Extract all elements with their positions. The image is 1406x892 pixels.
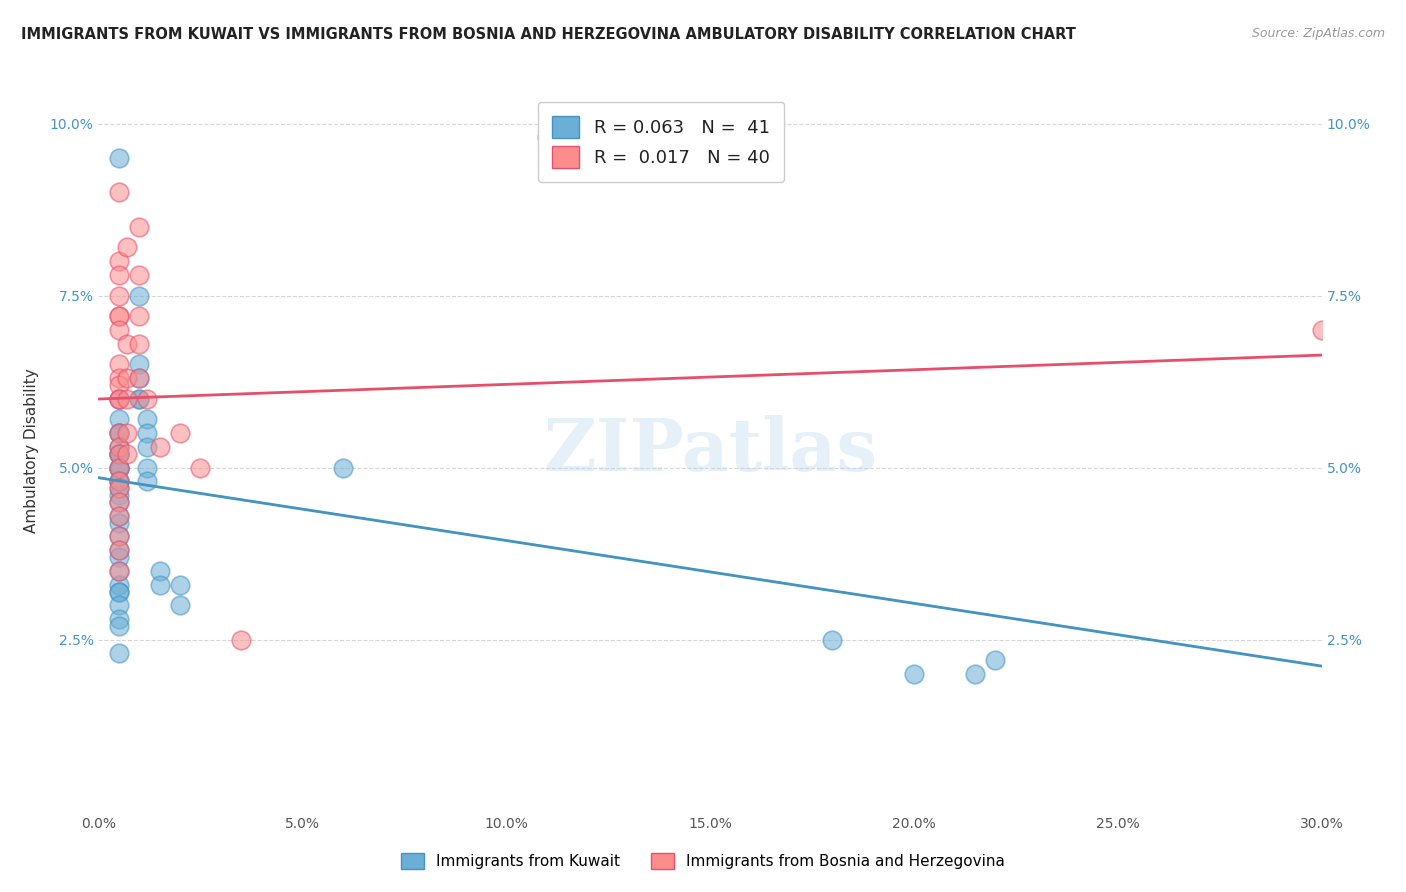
Point [136,412,159,426]
Point [108,440,131,454]
Point [128,288,150,302]
Point [115,240,138,254]
Point [108,460,131,475]
Point [108,358,131,372]
Point [108,612,131,626]
Point [1310,323,1333,337]
Point [903,667,925,681]
Point [136,475,159,489]
Point [128,392,150,406]
Point [136,460,159,475]
Point [115,447,138,461]
Point [965,667,987,681]
Point [108,254,131,268]
Point [108,599,131,613]
Point [984,653,1007,667]
Point [108,288,131,302]
Point [108,619,131,633]
Point [108,310,131,324]
Point [169,599,191,613]
Point [128,371,150,385]
Point [108,426,131,441]
Point [108,516,131,530]
Point [108,447,131,461]
Point [108,508,131,523]
Point [108,564,131,578]
Y-axis label: Ambulatory Disability: Ambulatory Disability [24,368,38,533]
Point [536,130,558,145]
Point [108,475,131,489]
Point [108,268,131,282]
Point [169,426,191,441]
Point [128,392,150,406]
Point [108,508,131,523]
Text: IMMIGRANTS FROM KUWAIT VS IMMIGRANTS FROM BOSNIA AND HERZEGOVINA AMBULATORY DISA: IMMIGRANTS FROM KUWAIT VS IMMIGRANTS FRO… [21,27,1076,42]
Point [108,460,131,475]
Point [108,647,131,661]
Point [128,268,150,282]
Point [332,460,354,475]
Point [136,392,159,406]
Point [115,336,138,351]
Legend: R = 0.063   N =  41, R =  0.017   N = 40: R = 0.063 N = 41, R = 0.017 N = 40 [538,102,785,182]
Point [108,371,131,385]
Point [108,529,131,543]
Point [108,460,131,475]
Point [108,392,131,406]
Point [108,412,131,426]
Point [108,186,131,200]
Point [108,310,131,324]
Point [108,447,131,461]
Point [108,481,131,495]
Point [108,392,131,406]
Point [108,460,131,475]
Point [108,584,131,599]
Point [108,426,131,441]
Point [149,577,172,591]
Point [115,371,138,385]
Point [108,475,131,489]
Point [108,543,131,558]
Point [128,358,150,372]
Point [108,475,131,489]
Legend: Immigrants from Kuwait, Immigrants from Bosnia and Herzegovina: Immigrants from Kuwait, Immigrants from … [395,847,1011,875]
Point [108,495,131,509]
Point [115,426,138,441]
Point [108,488,131,502]
Point [115,392,138,406]
Point [128,310,150,324]
Point [108,495,131,509]
Point [821,632,844,647]
Point [169,577,191,591]
Point [108,481,131,495]
Point [128,371,150,385]
Text: ZIPatlas: ZIPatlas [543,415,877,486]
Point [108,564,131,578]
Point [108,392,131,406]
Point [149,564,172,578]
Point [128,219,150,234]
Point [108,529,131,543]
Point [108,378,131,392]
Point [108,426,131,441]
Point [108,447,131,461]
Point [136,440,159,454]
Point [108,323,131,337]
Point [108,151,131,165]
Point [188,460,212,475]
Point [108,447,131,461]
Text: Source: ZipAtlas.com: Source: ZipAtlas.com [1251,27,1385,40]
Point [108,543,131,558]
Point [108,440,131,454]
Point [108,584,131,599]
Point [108,550,131,565]
Point [149,440,172,454]
Point [128,336,150,351]
Point [108,577,131,591]
Point [136,426,159,441]
Point [231,632,253,647]
